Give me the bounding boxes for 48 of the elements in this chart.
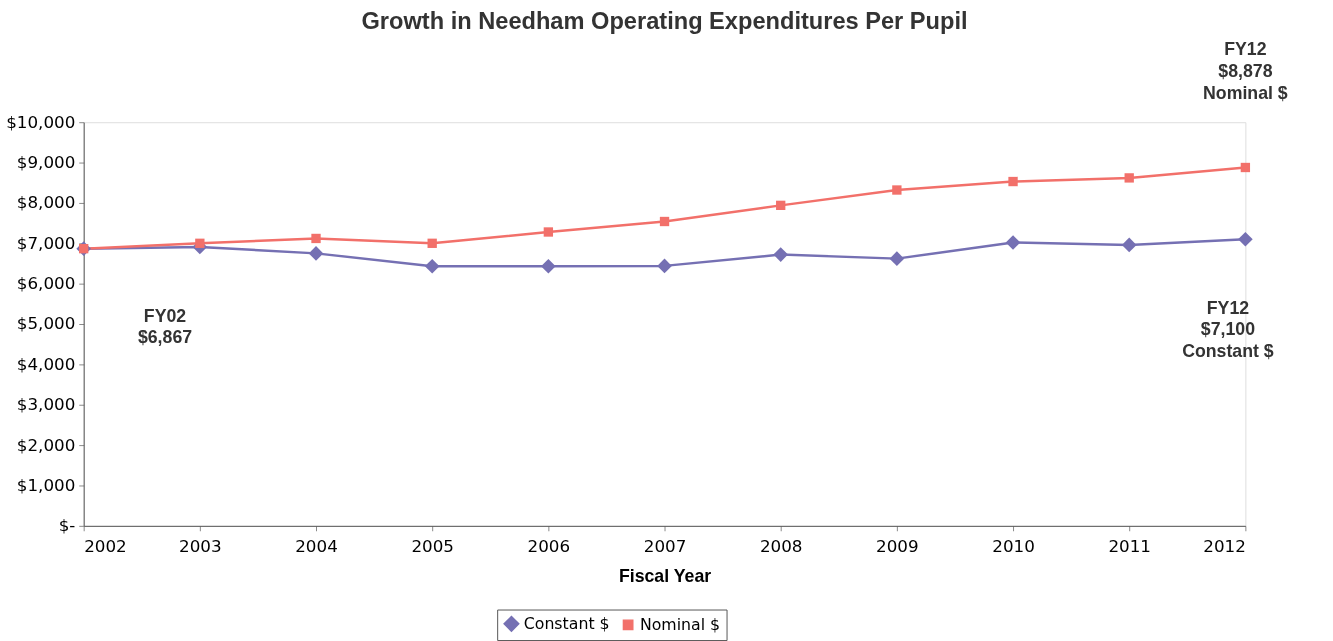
x-axis-title: Fiscal Year [618, 566, 712, 587]
x-tick-label: 2002 [84, 535, 127, 556]
y-tick-label: $7,000 [16, 232, 76, 253]
y-tick-label: $10,000 [6, 111, 76, 132]
point [659, 216, 670, 227]
x-tick-label: 2010 [992, 535, 1035, 556]
point [1121, 237, 1137, 253]
point [889, 251, 905, 266]
x-tick-label: 2012 [1203, 535, 1246, 556]
x-tick-label: 2004 [295, 535, 338, 556]
legend-label: Nominal $ [639, 614, 721, 634]
x-tick-label: 2009 [876, 535, 919, 556]
point [1240, 162, 1251, 173]
y-tick-label: $1,000 [16, 474, 76, 495]
point [424, 259, 440, 274]
annotation: FY02 $6,867 [137, 305, 193, 348]
y-tick-label: $2,000 [16, 434, 76, 455]
point [1005, 235, 1021, 250]
x-tick-label: 2005 [411, 535, 454, 556]
point [195, 238, 205, 248]
y-tick-label: $9,000 [16, 151, 76, 172]
point [657, 258, 672, 274]
legend-label: Constant $ [523, 613, 610, 633]
point [773, 247, 788, 262]
chart-title: Growth in Needham Operating Expenditures Per Pupil [361, 7, 968, 34]
y-tick-label: $4,000 [16, 353, 76, 374]
point [892, 185, 902, 195]
x-tick-label: 2011 [1108, 535, 1151, 556]
point [1124, 173, 1134, 183]
point [543, 227, 554, 237]
point [1238, 231, 1253, 247]
x-tick-label: 2007 [643, 535, 687, 556]
point [311, 233, 321, 244]
y-tick-label: $5,000 [16, 313, 76, 334]
point [1008, 176, 1018, 187]
text: FY12 $8,878 Nominal $ [1203, 39, 1288, 103]
point [308, 246, 324, 261]
y-tick-label: $- [58, 515, 76, 536]
y-tick-label: $3,000 [16, 394, 76, 415]
point [776, 200, 786, 211]
annotation: FY12 $7,100 Constant $ [1182, 297, 1274, 361]
y-tick-label: $6,000 [16, 273, 76, 294]
x-tick-label: 2003 [179, 535, 222, 556]
x-tick-label: 2008 [759, 535, 803, 556]
point [541, 259, 556, 274]
point [427, 238, 437, 248]
x-tick-label: 2006 [527, 535, 571, 556]
y-tick-label: $8,000 [16, 192, 76, 213]
